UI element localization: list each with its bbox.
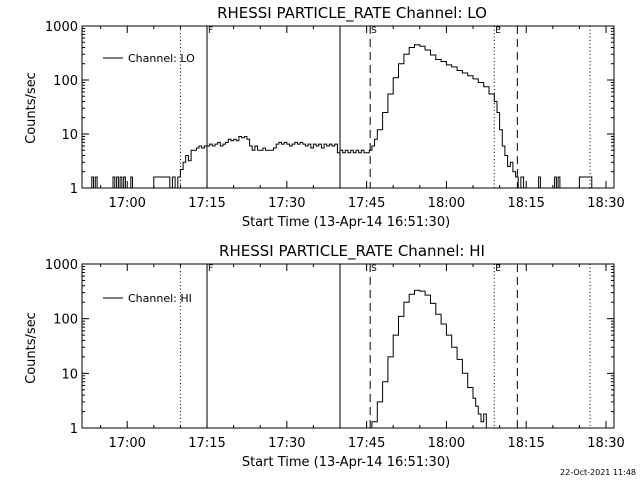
y-tick-label: 1000 <box>45 258 78 273</box>
y-tick-label: 1 <box>70 422 78 437</box>
legend: Channel: HI <box>103 292 192 305</box>
legend: Channel: LO <box>103 52 195 65</box>
legend-label: Channel: HI <box>128 292 192 305</box>
date-stamp: 22-Oct-2021 11:48 <box>560 468 636 477</box>
y-tick-label: 100 <box>53 74 78 89</box>
x-tick-label: 18:15 <box>507 196 544 211</box>
x-tick-label: 18:00 <box>428 196 465 211</box>
x-tick-label: 17:15 <box>188 196 225 211</box>
x-tick-label: 18:15 <box>507 436 544 451</box>
y-tick-label: 100 <box>53 313 78 328</box>
x-tick-label: 17:45 <box>348 196 385 211</box>
x-axis-label: Start Time (13-Apr-14 16:51:30) <box>242 455 450 470</box>
series-line <box>90 44 593 189</box>
plot-frame <box>81 25 615 189</box>
x-tick-label: 17:00 <box>108 436 145 451</box>
event-marker-label: S <box>371 264 377 274</box>
x-tick-label: 18:30 <box>587 196 624 211</box>
x-tick-label: 17:45 <box>348 436 385 451</box>
chart-title: RHESSI PARTICLE_RATE Channel: HI <box>219 242 485 261</box>
legend-label: Channel: LO <box>128 52 195 65</box>
y-tick-label: 1000 <box>45 20 78 35</box>
x-tick-label: 17:30 <box>268 436 305 451</box>
plot-frame <box>81 263 615 429</box>
x-tick-label: 17:00 <box>108 196 145 211</box>
event-marker-label: E <box>495 264 501 274</box>
y-tick-label: 1 <box>70 182 78 197</box>
x-tick-label: 17:30 <box>268 196 305 211</box>
x-tick-label: 18:30 <box>587 436 624 451</box>
x-axis-label: Start Time (13-Apr-14 16:51:30) <box>242 215 450 230</box>
event-marker-label: E <box>495 26 501 36</box>
x-tick-label: 18:00 <box>428 436 465 451</box>
y-tick-label: 10 <box>61 367 78 382</box>
event-marker-label: F <box>208 264 213 274</box>
event-marker-label: S <box>371 26 377 36</box>
y-tick-label: 10 <box>61 128 78 143</box>
hi-channel-panel: RHESSI PARTICLE_RATE Channel: HI Counts/… <box>24 242 625 470</box>
y-axis-label: Counts/sec <box>24 72 39 144</box>
x-tick-label: 17:15 <box>188 436 225 451</box>
chart-title: RHESSI PARTICLE_RATE Channel: LO <box>217 4 487 23</box>
series-line <box>370 289 487 429</box>
y-axis-label: Counts/sec <box>24 312 39 384</box>
event-marker-label: F <box>208 26 213 36</box>
lo-channel-panel: RHESSI PARTICLE_RATE Channel: LO Counts/… <box>24 4 625 230</box>
